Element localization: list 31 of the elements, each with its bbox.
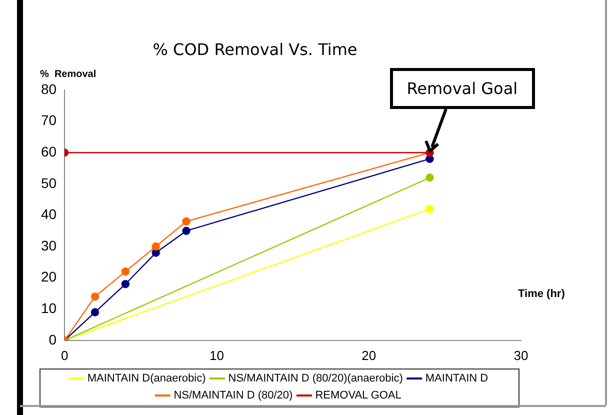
point bbox=[90, 308, 100, 316]
annotation: Removal Goal bbox=[390, 68, 535, 109]
point bbox=[426, 204, 434, 214]
point bbox=[152, 242, 160, 251]
chart-title: % COD Removal Vs. Time bbox=[152, 40, 358, 59]
x-axis-title: Time (hr) bbox=[518, 288, 566, 300]
legend-label: MAINTAIN D(anaerobic) bbox=[87, 372, 206, 385]
legend-label: NS/MAINTAIN D (80/20)(anaerobic) bbox=[228, 372, 403, 385]
x-tick-label: 10 bbox=[209, 348, 224, 363]
y-tick-label: 20 bbox=[40, 268, 57, 285]
legend-label: MAINTAIN D bbox=[425, 372, 488, 385]
x-tick-label: 30 bbox=[514, 348, 528, 363]
legend-label: NS/MAINTAIN D (80/20) bbox=[174, 390, 293, 402]
y-tick-label: 10 bbox=[40, 300, 57, 316]
x-tick-label: 20 bbox=[362, 348, 376, 363]
y-axis-title: % Removal bbox=[40, 69, 96, 80]
point bbox=[182, 217, 190, 226]
y-tick-label: 80 bbox=[40, 80, 57, 97]
point bbox=[121, 280, 130, 288]
x-tick-label: 0 bbox=[60, 348, 68, 363]
point bbox=[121, 267, 130, 276]
y-tick-label: 0 bbox=[48, 331, 57, 348]
point bbox=[182, 226, 190, 235]
point bbox=[426, 174, 434, 182]
y-tick-label: 70 bbox=[40, 112, 57, 128]
point bbox=[90, 292, 100, 301]
y-tick-label: 50 bbox=[40, 174, 57, 191]
y-tick-label: 30 bbox=[40, 237, 57, 254]
y-tick-label: 60 bbox=[40, 143, 57, 160]
legend-label: REMOVAL GOAL bbox=[315, 390, 402, 402]
y-tick-label: 40 bbox=[40, 206, 57, 222]
